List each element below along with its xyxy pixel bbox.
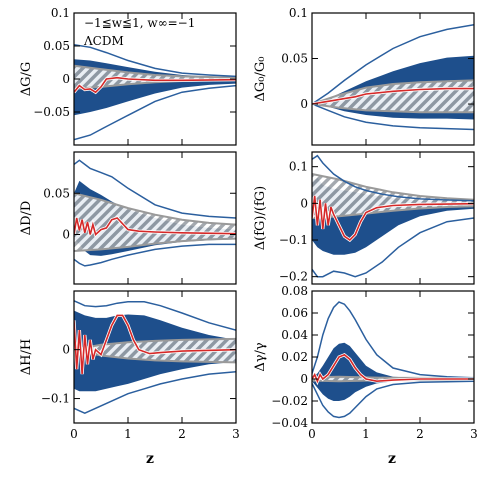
y-axis-label-dH: ΔH/H [19,339,34,375]
ytick-label-dG: −0.05 [33,105,70,119]
panel-dfG: −0.2 −0.1 0 0.1 Δ(fG)/(fG) [253,151,475,285]
ytick-label-dG: 0.1 [51,6,70,20]
y-axis-label-dGamma: Δγ/γ [253,342,268,372]
x-axis-label-right: z [388,451,396,467]
outer-upper-line-dGamma [312,301,474,379]
outer-upper-line-dfG [312,154,474,202]
ytick-label-dGamma: 0 [300,372,308,386]
panel-dGamma: −0.04 −0.02 0 0.02 0.04 0.06 0.08 0 1 2 3 Δγ/γ [253,284,478,441]
ytick-label-dGamma: 0.08 [281,284,308,298]
frame-dD [73,151,237,285]
panel-dG0: 0 0.05 0.1 ΔG₀/G₀ [253,6,475,146]
median-line-dfG [312,195,474,242]
ytick-label-dG0: 0 [300,97,308,111]
median-line-dD [74,217,236,236]
ytick-label-dGamma: 0.02 [281,350,308,364]
median-line-dGamma [312,353,474,384]
outer-lower-line-dG0 [312,103,474,131]
ytick-label-dGamma: −0.04 [271,416,308,430]
lcdm-upper-line-dH [74,337,236,351]
y-axis-label-dfG: Δ(fG)/(fG) [253,186,268,250]
outer-lower-line-dGamma [312,380,474,419]
median-line-dG [74,76,236,94]
panel-dD: 0 0.05 ΔD/D [19,151,237,285]
lcdm-lower-line-dfG [312,205,474,219]
median-line-dG0 [312,87,474,105]
ytick-label-dG: 0.05 [43,39,70,53]
outer-lower-line-dfG [312,217,474,278]
xtick-label-dGamma: 2 [416,427,424,441]
ytick-label-dG: 0 [62,72,70,86]
outer-lower-line-dG [74,84,236,141]
y-axis-label-dD: ΔD/D [19,201,34,236]
ytick-label-dGamma: 0.04 [281,328,308,342]
ytick-label-dH: 0 [62,343,70,357]
panel-dG: −0.05 0 0.05 0.1 ΔG/G [19,6,237,146]
frame-dG0 [311,12,475,146]
legend: −1≦w≦1, w∞=−1 ΛCDM [83,16,195,48]
median-line-dH [74,314,236,375]
panel-dH: −0.1 0 0 1 2 3 ΔH/H [19,290,240,441]
ytick-label-dG0: 0.1 [289,6,308,20]
outer-upper-line-dH [74,300,236,331]
xtick-label-dGamma: 3 [470,427,478,441]
legend-entry-lcdm: ΛCDM [83,34,124,48]
ytick-label-dfG: 0 [300,196,308,210]
outer-upper-line-dD [74,159,236,219]
lcdm-lower-line-dG0 [312,103,474,114]
ytick-label-dGamma: 0.06 [281,306,308,320]
band-w-range-dGamma [312,342,474,401]
xtick-label-dH: 0 [70,427,78,441]
lcdm-lower-line-dD [74,237,236,252]
outer-upper-line-dG0 [312,24,474,105]
legend-entry-w-range: −1≦w≦1, w∞=−1 [84,16,195,30]
outer-upper-line-dG [74,43,236,78]
lcdm-upper-line-dG0 [312,79,474,105]
lcdm-upper-line-dG [74,64,236,79]
frame-dfG [311,151,475,285]
xtick-label-dH: 3 [232,427,240,441]
y-axis-label-dG0: ΔG₀/G₀ [253,57,268,102]
ytick-label-dH: −0.1 [41,392,70,406]
y-axis-label-dG: ΔG/G [19,62,34,97]
ytick-label-dG0: 0.05 [281,52,308,66]
ytick-label-dfG: −0.1 [279,233,308,247]
xtick-label-dH: 2 [178,427,186,441]
frame-dH [73,290,237,424]
outer-lower-line-dD [74,243,236,267]
outer-lower-line-dH [74,370,236,415]
ytick-label-dfG: −0.2 [279,270,308,284]
xtick-label-dH: 1 [124,427,132,441]
lcdm-upper-line-dD [74,192,236,226]
ytick-label-dD: 0 [62,228,70,242]
band-lcdm-dD [74,193,236,251]
xtick-label-dGamma: 1 [362,427,370,441]
ytick-label-dfG: 0.1 [289,160,308,174]
xtick-label-dGamma: 0 [308,427,316,441]
ytick-label-dD: 0.05 [43,186,70,200]
x-axis-label-left: z [146,451,154,467]
ytick-label-dGamma: −0.02 [271,394,308,408]
lcdm-upper-line-dfG [312,173,474,201]
